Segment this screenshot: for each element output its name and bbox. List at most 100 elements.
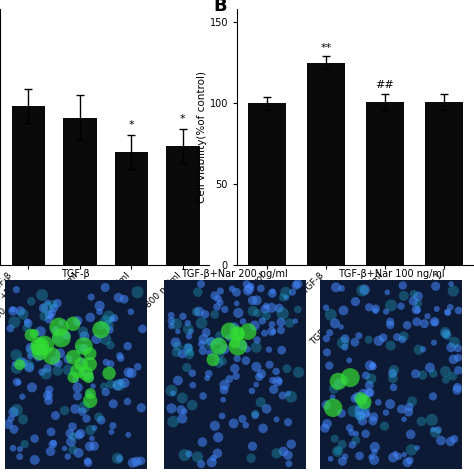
Point — [230, 323, 238, 331]
Point — [31, 456, 38, 464]
Point — [382, 409, 390, 416]
Point — [383, 308, 390, 315]
Point — [197, 460, 205, 468]
Point — [275, 377, 283, 385]
Point — [285, 460, 293, 467]
Point — [255, 373, 263, 381]
Point — [287, 393, 295, 401]
Point — [331, 435, 338, 442]
Point — [397, 302, 405, 310]
Point — [179, 350, 186, 357]
Point — [50, 439, 57, 447]
Point — [273, 368, 280, 375]
Point — [109, 422, 117, 429]
Bar — [166, 146, 200, 474]
Point — [389, 374, 397, 382]
Point — [69, 320, 77, 328]
Point — [211, 292, 219, 300]
Point — [257, 370, 265, 378]
Point — [187, 328, 194, 335]
Point — [414, 306, 421, 314]
Point — [108, 315, 116, 323]
Point — [406, 456, 414, 464]
Point — [261, 305, 269, 313]
Point — [61, 445, 68, 452]
Point — [257, 285, 264, 292]
Point — [221, 306, 228, 313]
Point — [419, 346, 427, 353]
Point — [348, 441, 356, 449]
Point — [356, 411, 363, 419]
Point — [208, 458, 216, 466]
Point — [395, 453, 402, 460]
Point — [292, 317, 299, 325]
Point — [114, 455, 121, 462]
Point — [337, 323, 345, 331]
Point — [86, 443, 93, 450]
Point — [283, 294, 290, 301]
Point — [442, 368, 449, 375]
Point — [124, 342, 131, 350]
Point — [429, 392, 437, 400]
Point — [35, 353, 42, 360]
Point — [403, 458, 411, 466]
Point — [273, 416, 280, 423]
Point — [49, 440, 56, 448]
Point — [116, 352, 123, 359]
Point — [292, 282, 300, 289]
Point — [215, 337, 223, 345]
Point — [400, 416, 408, 423]
Point — [87, 293, 95, 301]
Point — [101, 283, 109, 291]
Point — [415, 346, 422, 354]
Point — [386, 400, 394, 408]
Point — [88, 435, 96, 442]
Point — [449, 373, 456, 380]
Point — [66, 429, 73, 437]
Point — [412, 370, 419, 378]
Point — [389, 370, 396, 377]
Point — [194, 453, 201, 461]
Point — [341, 453, 349, 460]
Point — [81, 403, 88, 411]
Point — [283, 365, 291, 373]
Point — [78, 360, 85, 368]
Point — [226, 375, 233, 383]
Point — [233, 355, 241, 362]
Point — [69, 433, 77, 440]
Point — [245, 328, 252, 336]
Point — [220, 386, 228, 394]
Point — [95, 413, 102, 421]
Point — [72, 376, 80, 384]
Point — [399, 282, 407, 289]
Point — [36, 343, 44, 350]
Point — [355, 406, 363, 414]
Point — [323, 335, 330, 342]
Point — [125, 369, 132, 376]
Point — [134, 288, 141, 296]
Point — [350, 408, 357, 415]
Point — [40, 312, 48, 320]
Point — [181, 408, 188, 415]
Point — [454, 345, 462, 352]
Point — [383, 289, 391, 296]
Point — [114, 382, 121, 389]
Point — [287, 440, 295, 448]
Point — [329, 404, 337, 411]
Point — [185, 344, 192, 351]
Point — [198, 319, 205, 327]
Point — [270, 328, 277, 336]
Point — [413, 318, 420, 326]
Point — [257, 399, 264, 406]
Bar — [115, 152, 148, 474]
Point — [78, 357, 85, 365]
Point — [36, 348, 44, 356]
Point — [184, 319, 191, 327]
Point — [90, 442, 98, 450]
Point — [64, 366, 72, 374]
Point — [44, 392, 52, 399]
Point — [230, 419, 237, 427]
Point — [19, 416, 27, 423]
Point — [249, 297, 256, 304]
Point — [46, 386, 53, 393]
